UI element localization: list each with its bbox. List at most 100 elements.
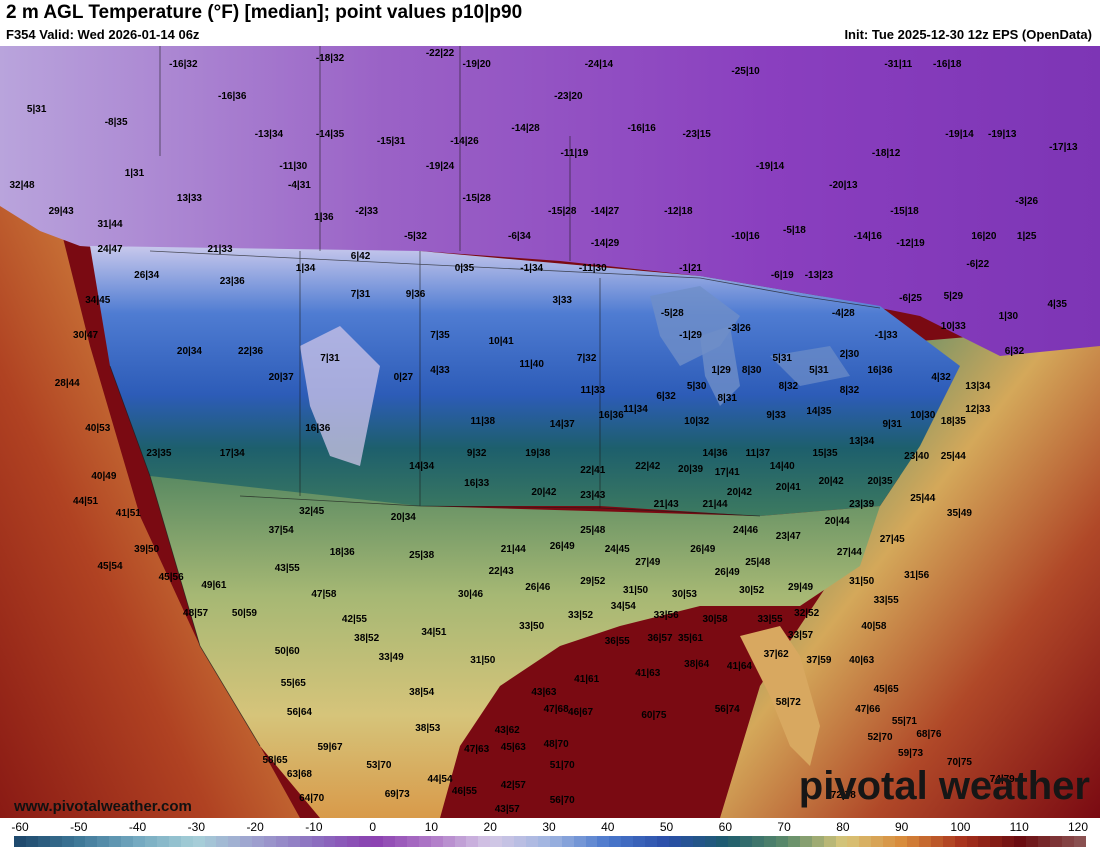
- colorbar-segment: [835, 836, 848, 847]
- point-value: 25|44: [910, 492, 936, 504]
- point-value: -12|18: [664, 205, 693, 217]
- point-value: 1|34: [295, 263, 316, 275]
- point-value: -5|18: [783, 225, 806, 237]
- point-value: -1|29: [679, 329, 702, 341]
- point-value: 32|52: [794, 607, 820, 619]
- point-value: 20|34: [390, 512, 416, 524]
- point-value: 1|30: [998, 310, 1019, 322]
- colorbar-segment: [204, 836, 217, 847]
- point-value: 56|74: [714, 703, 740, 715]
- point-value: -5|32: [404, 231, 427, 243]
- point-value: 8|30: [741, 365, 762, 377]
- point-value: -6|34: [508, 231, 531, 243]
- point-value: 9|36: [405, 288, 426, 300]
- scale-tick-label: -40: [128, 820, 147, 834]
- point-value: 5|30: [686, 380, 707, 392]
- point-value: 27|45: [879, 533, 905, 545]
- point-value: 9|31: [882, 418, 902, 430]
- point-value: 47|66: [855, 703, 881, 715]
- point-value: 52|70: [867, 731, 893, 743]
- point-value: 31|44: [97, 218, 123, 230]
- point-value: 21|33: [207, 244, 233, 256]
- point-value: 16|36: [867, 365, 893, 377]
- point-value: -14|16: [853, 231, 882, 243]
- point-value: 8|31: [717, 393, 737, 405]
- colorbar-segment: [156, 836, 169, 847]
- colorbar-segment: [1002, 836, 1015, 847]
- pivotal-weather-logo: pivotal weather: [798, 764, 1090, 808]
- point-value: 18|35: [940, 416, 966, 428]
- point-value: 33|50: [519, 620, 545, 632]
- valid-time: F354 Valid: Wed 2026-01-14 06z: [6, 27, 200, 42]
- point-value: 63|68: [286, 768, 312, 780]
- colorbar-segment: [37, 836, 50, 847]
- header: 2 m AGL Temperature (°F) [median]; point…: [0, 0, 1100, 46]
- point-value: 20|34: [176, 346, 202, 358]
- point-value: 24|47: [97, 244, 123, 256]
- colorbar-segment: [883, 836, 896, 847]
- point-value: 33|56: [653, 610, 679, 622]
- point-value: 35|49: [946, 508, 972, 520]
- point-value: 6|32: [1004, 346, 1025, 358]
- point-value: 29|49: [788, 582, 814, 594]
- point-value: 59|73: [898, 748, 924, 760]
- point-value: -16|32: [169, 59, 198, 71]
- point-value: 35|61: [678, 633, 704, 645]
- point-value: 43|62: [494, 725, 520, 737]
- colorbar-segment: [799, 836, 812, 847]
- scale-tick-label: 90: [894, 820, 909, 834]
- point-value: 36|55: [604, 635, 630, 647]
- point-value: 11|38: [470, 416, 496, 428]
- scale-tick-label: -50: [70, 820, 88, 834]
- colorbar-segment: [240, 836, 253, 847]
- colorbar-segment: [764, 836, 776, 847]
- colorbar-segment: [740, 836, 753, 847]
- colorbar-segment: [752, 836, 765, 847]
- colorbar-segment: [930, 836, 943, 847]
- point-value: 34|54: [610, 601, 636, 613]
- point-value: 56|64: [286, 707, 312, 719]
- point-value: -22|22: [425, 48, 455, 59]
- point-value: 46|67: [568, 707, 594, 719]
- point-value: 10|41: [488, 336, 514, 348]
- scale-tick-label: 30: [542, 820, 556, 834]
- point-value: 69|73: [384, 789, 410, 801]
- point-value: -20|13: [829, 180, 858, 192]
- point-value: -15|28: [462, 193, 491, 205]
- point-value: 14|35: [806, 406, 832, 418]
- scale-tick-label: 50: [659, 820, 674, 834]
- colorbar-segment: [454, 836, 467, 847]
- colorbar-segment: [990, 836, 1003, 847]
- point-value: -6|25: [899, 292, 922, 304]
- point-value: 9|33: [766, 410, 786, 422]
- point-value: -1|34: [520, 263, 544, 275]
- point-value: -6|22: [966, 259, 990, 271]
- point-value: 16|20: [971, 231, 997, 243]
- colorbar-segment: [85, 836, 98, 847]
- point-value: 23|39: [849, 499, 875, 511]
- point-value: -15|31: [376, 135, 406, 147]
- map-title: 2 m AGL Temperature (°F) [median]; point…: [6, 2, 523, 23]
- point-value: 17|34: [219, 448, 245, 460]
- colorbar-segment: [25, 836, 38, 847]
- colorbar-segment: [1026, 836, 1038, 847]
- colorbar-segment: [252, 836, 265, 847]
- point-value: 59|67: [317, 741, 343, 753]
- point-value: 26|49: [690, 544, 716, 556]
- colorbar-segment: [585, 836, 598, 847]
- point-value: 38|64: [684, 658, 710, 670]
- point-value: 25|44: [940, 450, 966, 462]
- scale-colorbar: [14, 836, 1086, 847]
- point-value: 20|39: [678, 463, 704, 475]
- point-value: 39|50: [134, 544, 160, 556]
- point-value: 43|63: [531, 686, 557, 698]
- colorbar-segment: [1014, 836, 1027, 847]
- point-value: -19|24: [425, 161, 455, 173]
- point-value: -25|10: [731, 65, 760, 77]
- point-value: 11|37: [745, 448, 771, 460]
- point-value: -17|13: [1049, 142, 1078, 154]
- point-value: 74|79: [989, 773, 1015, 785]
- point-value: 44|54: [427, 773, 453, 785]
- point-value: 44|51: [73, 495, 99, 507]
- point-value: 11|34: [623, 403, 648, 415]
